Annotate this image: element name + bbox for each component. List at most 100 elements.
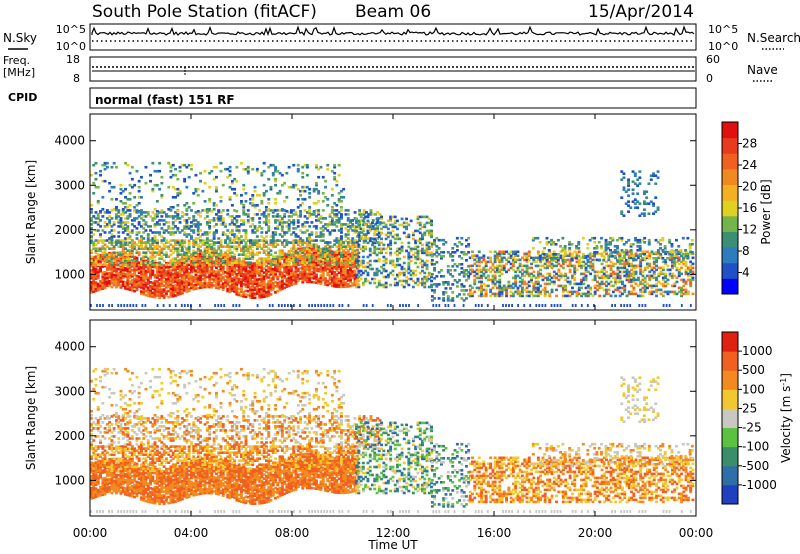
echo-cell xyxy=(185,272,189,275)
echo-cell xyxy=(285,221,289,224)
echo-cell xyxy=(315,233,318,236)
echo-cell xyxy=(144,265,148,269)
echo-cell xyxy=(162,259,166,262)
echo-cell xyxy=(176,265,180,268)
echo-cell xyxy=(144,247,148,250)
echo-cell xyxy=(242,251,246,254)
echo-cell xyxy=(400,217,404,221)
echo-cell xyxy=(217,257,221,260)
echo-cell xyxy=(255,284,259,287)
echo-cell xyxy=(126,257,130,260)
echo-cell xyxy=(244,285,248,289)
echo-cell xyxy=(140,261,143,264)
echo-cell xyxy=(162,253,166,256)
echo-cell xyxy=(262,169,266,173)
echo-cell xyxy=(124,257,127,260)
echo-cell xyxy=(190,209,193,212)
echo-cell xyxy=(180,277,184,281)
echo-cell xyxy=(185,257,189,260)
echo-cell xyxy=(353,279,357,283)
echo-cell xyxy=(278,251,282,254)
echo-cell xyxy=(446,295,450,298)
echo-cell xyxy=(296,241,300,244)
echo-cell xyxy=(185,255,189,258)
echo-cell xyxy=(262,295,266,298)
echo-cell xyxy=(368,281,372,285)
echo-cell xyxy=(162,284,166,287)
echo-cell xyxy=(219,251,223,254)
echo-cell xyxy=(217,279,221,282)
echo-cell xyxy=(228,266,232,270)
echo-cell xyxy=(128,171,132,175)
echo-cell xyxy=(119,266,123,269)
echo-cell xyxy=(287,215,291,218)
echo-cell xyxy=(201,233,205,236)
echo-cell xyxy=(337,277,341,280)
echo-cell xyxy=(169,275,173,278)
echo-cell xyxy=(187,281,191,285)
echo-cell xyxy=(90,211,93,214)
echo-cell xyxy=(92,286,96,289)
echo-cell xyxy=(283,233,287,236)
echo-cell xyxy=(140,235,143,238)
echo-cell xyxy=(146,249,150,252)
echo-cell xyxy=(160,219,164,222)
echo-cell xyxy=(285,259,289,262)
echo-cell xyxy=(205,255,209,258)
echo-cell xyxy=(128,253,132,256)
echo-cell xyxy=(310,264,314,268)
echo-cell xyxy=(105,268,109,271)
echo-cell xyxy=(349,278,352,282)
echo-cell xyxy=(149,273,152,276)
echo-cell xyxy=(308,263,312,266)
echo-cell xyxy=(115,261,118,264)
echo-cell xyxy=(110,209,114,212)
echo-cell xyxy=(94,257,98,260)
echo-cell xyxy=(274,245,277,248)
echo-cell xyxy=(160,249,164,252)
echo-cell xyxy=(303,278,307,282)
echo-cell xyxy=(400,241,404,245)
echo-cell xyxy=(224,275,227,278)
echo-cell xyxy=(340,209,343,212)
echo-cell xyxy=(176,279,180,283)
echo-cell xyxy=(142,265,146,268)
echo-cell xyxy=(144,211,148,214)
echo-cell xyxy=(183,231,187,234)
echo-cell xyxy=(94,287,98,291)
echo-cell xyxy=(349,270,352,274)
echo-cell xyxy=(176,249,180,252)
echo-cell xyxy=(165,266,168,269)
echo-cell xyxy=(171,251,175,254)
echo-cell xyxy=(430,229,433,233)
echo-cell xyxy=(321,255,325,258)
echo-cell xyxy=(262,289,266,292)
echo-cell xyxy=(115,269,118,273)
echo-cell xyxy=(267,290,271,293)
echo-cell xyxy=(185,221,189,224)
echo-cell xyxy=(190,268,193,272)
echo-cell xyxy=(274,219,277,222)
echo-cell xyxy=(171,227,175,230)
echo-cell xyxy=(278,219,282,222)
echo-cell xyxy=(162,237,166,240)
echo-cell xyxy=(146,237,150,240)
echo-cell xyxy=(171,292,175,296)
echo-cell xyxy=(142,255,146,258)
echo-cell xyxy=(124,217,127,220)
echo-cell xyxy=(224,223,227,226)
echo-cell xyxy=(321,276,325,280)
echo-cell xyxy=(458,293,461,296)
echo-cell xyxy=(108,239,112,242)
echo-cell xyxy=(305,264,309,268)
echo-cell xyxy=(155,263,159,266)
echo-cell xyxy=(328,263,332,266)
echo-cell xyxy=(119,286,123,289)
echo-cell xyxy=(317,281,321,285)
echo-cell xyxy=(233,223,237,226)
echo-cell xyxy=(212,225,216,228)
echo-cell xyxy=(162,247,166,250)
echo-cell xyxy=(276,213,280,216)
echo-cell xyxy=(430,245,433,249)
echo-cell xyxy=(215,282,218,286)
